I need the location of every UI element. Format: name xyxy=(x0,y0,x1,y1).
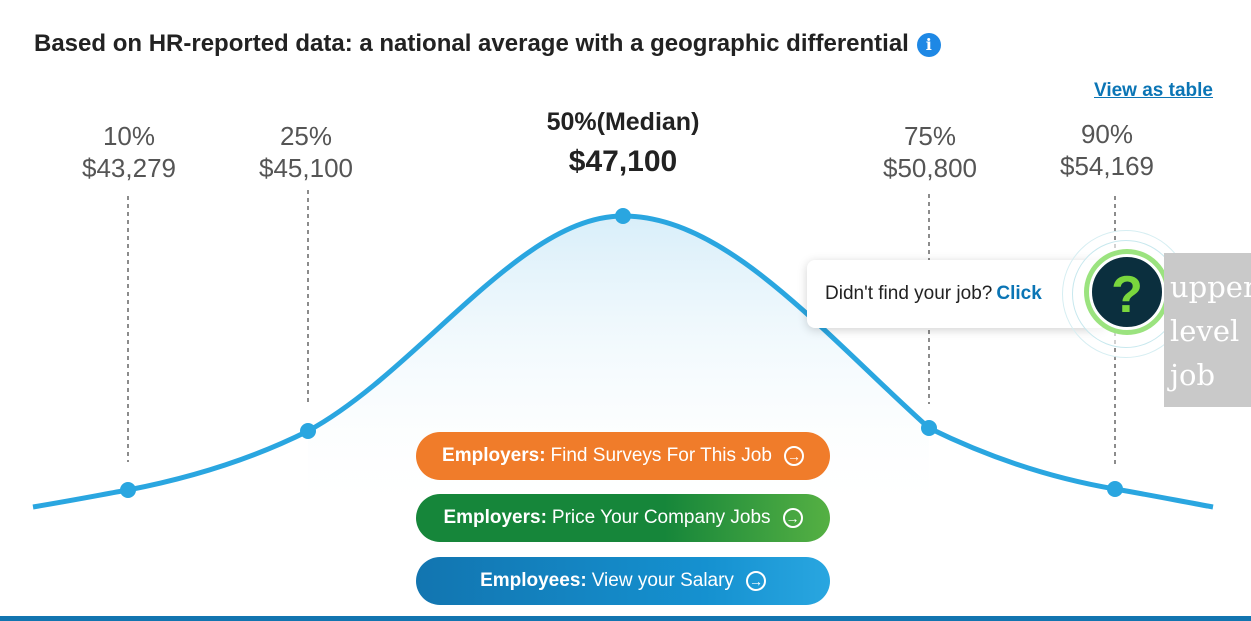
info-icon[interactable]: i xyxy=(916,32,941,57)
help-button[interactable]: ? xyxy=(1084,249,1170,335)
didnt-find-job-popup[interactable]: Didn't find your job? Click xyxy=(807,260,1107,328)
upper-level-job-tab[interactable]: upper level job xyxy=(1164,253,1251,407)
percentile-75-label: 75% $50,800 xyxy=(850,120,1010,184)
percentile-10-pct: 10% xyxy=(102,121,156,151)
percentile-90-value: $54,169 xyxy=(1060,151,1154,181)
page-title: Based on HR-reported data: a national av… xyxy=(34,30,941,58)
bottom-divider xyxy=(0,616,1251,621)
percentile-75-point[interactable] xyxy=(921,420,937,436)
popup-text: Didn't find your job? xyxy=(825,283,993,304)
percentile-90-point[interactable] xyxy=(1107,481,1123,497)
button-audience: Employees: xyxy=(480,570,587,591)
button-audience: Employers: xyxy=(443,507,547,528)
title-text: Based on HR-reported data: a national av… xyxy=(34,30,909,57)
percentile-25-pct: 25% xyxy=(279,121,333,151)
question-mark-icon: ? xyxy=(1089,254,1165,330)
percentile-75-pct: 75% xyxy=(903,121,957,151)
arrow-right-circle-icon: → xyxy=(783,446,804,466)
button-audience: Employers: xyxy=(442,445,546,466)
percentile-50-point[interactable] xyxy=(615,208,631,224)
percentile-25-value: $45,100 xyxy=(259,153,353,183)
employees-view-salary-button[interactable]: Employees: View your Salary → xyxy=(416,557,830,605)
percentile-90-pct: 90% xyxy=(1080,119,1134,149)
arrow-right-circle-icon: → xyxy=(745,571,766,591)
median-value: $47,100 xyxy=(568,145,678,178)
percentile-90-label: 90% $54,169 xyxy=(1027,118,1187,182)
median-pct: 50%(Median) xyxy=(546,108,700,136)
percentile-75-value: $50,800 xyxy=(883,153,977,183)
percentile-25-label: 25% $45,100 xyxy=(226,120,386,184)
side-tag-line-1: upper xyxy=(1170,270,1251,304)
percentile-10-point[interactable] xyxy=(120,482,136,498)
percentile-10-label: 10% $43,279 xyxy=(49,120,209,184)
percentile-50-label: 50%(Median) $47,100 xyxy=(543,108,703,179)
button-label: Find Surveys For This Job xyxy=(550,445,772,466)
arrow-right-circle-icon: → xyxy=(782,508,803,528)
percentile-10-value: $43,279 xyxy=(82,153,176,183)
employers-price-jobs-button[interactable]: Employers: Price Your Company Jobs → xyxy=(416,494,830,542)
popup-click-link[interactable]: Click xyxy=(996,283,1042,304)
button-label: View your Salary xyxy=(591,570,734,591)
view-as-table-link[interactable]: View as table xyxy=(1094,80,1213,101)
button-label: Price Your Company Jobs xyxy=(551,507,771,528)
side-tag-line-2: level xyxy=(1170,314,1240,348)
employers-find-surveys-button[interactable]: Employers: Find Surveys For This Job → xyxy=(416,432,830,480)
percentile-25-point[interactable] xyxy=(300,423,316,439)
side-tag-line-3: job xyxy=(1170,358,1216,392)
